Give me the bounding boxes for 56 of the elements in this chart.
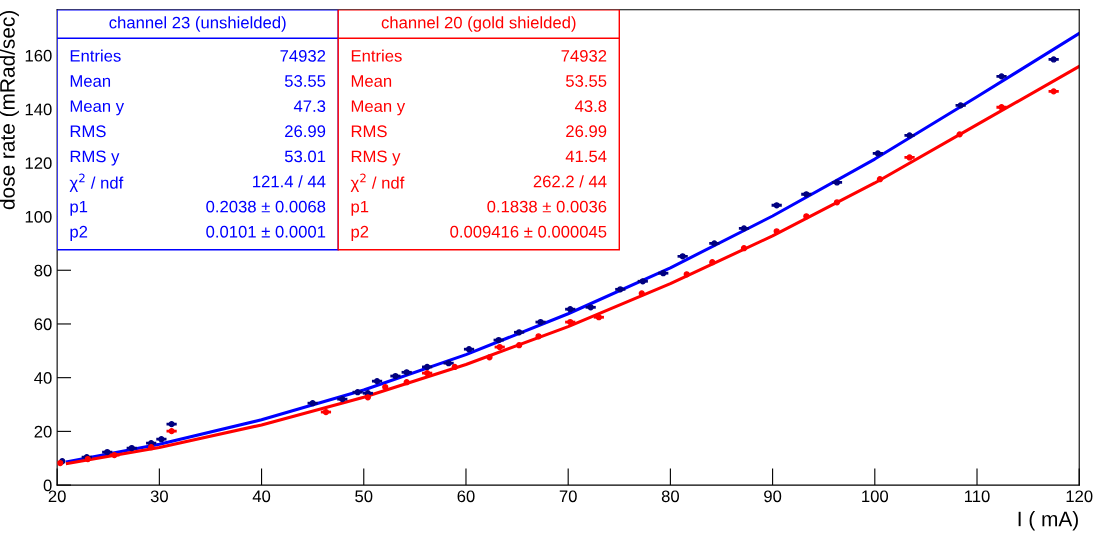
- annotation: 41.54: [565, 150, 607, 163]
- annotation: RMS y: [70, 150, 120, 166]
- y-axis-title: dose rate (mRad/sec): [0, 11, 19, 210]
- y-tick-label: 160: [25, 49, 52, 62]
- x-tick-label: 30: [150, 490, 168, 503]
- y-tick-label: 20: [34, 425, 52, 438]
- annotation: Mean y: [351, 100, 406, 116]
- annotation: 26.99: [285, 125, 326, 138]
- annotation: 0.1838 ± 0.0036: [487, 200, 607, 213]
- annotation: Entries: [70, 49, 121, 62]
- annotation: 53.55: [565, 75, 607, 87]
- x-axis-title: I ( mA): [1018, 511, 1078, 531]
- annotation: channel 20 (gold shielded): [381, 16, 576, 32]
- annotation: p2: [70, 225, 88, 241]
- y-tick-label: 120: [25, 157, 52, 170]
- x-tick-label: 50: [355, 490, 373, 503]
- annotation: Entries: [351, 49, 402, 62]
- y-tick-label: 100: [25, 210, 52, 223]
- annotation: 53.55: [284, 75, 326, 87]
- annotation: χ$^{2}$ / ndf: [69, 173, 124, 193]
- annotation: Mean: [70, 75, 111, 87]
- annotation: p1: [351, 200, 369, 216]
- annotation: 0.0101 ± 0.0001: [206, 225, 326, 238]
- x-tick-label: 90: [764, 490, 782, 503]
- annotation: p2: [351, 225, 369, 241]
- annotation: 53.01: [284, 150, 326, 163]
- x-tick-label: 20: [48, 490, 66, 503]
- annotation: 74932: [561, 49, 607, 62]
- annotation: RMS y: [351, 150, 401, 166]
- annotation: 26.99: [566, 125, 607, 138]
- x-tick-label: 120: [1066, 490, 1093, 503]
- annotation: 74932: [280, 49, 326, 62]
- annotation: channel 23 (unshielded): [109, 16, 286, 32]
- annotation: 0.009416 ± 0.000045: [450, 225, 607, 238]
- x-tick-label: 40: [252, 490, 271, 503]
- annotation: RMS: [351, 125, 387, 138]
- annotation: Mean: [351, 75, 392, 87]
- annotation: p1: [70, 200, 88, 216]
- y-tick-label: 0: [43, 479, 52, 492]
- annotation: 47.3: [293, 100, 326, 113]
- y-tick-label: 80: [34, 264, 52, 277]
- annotation: 43.8: [574, 100, 607, 113]
- x-tick-label: 100: [862, 490, 889, 503]
- annotation: 262.2 / 44: [533, 175, 607, 188]
- x-tick-label: 80: [661, 490, 680, 503]
- annotation: Mean y: [70, 100, 125, 116]
- annotation: RMS: [70, 125, 106, 138]
- annotation: 0.2038 ± 0.0068: [206, 200, 326, 213]
- annotation: χ$^{2}$ / ndf: [350, 173, 405, 193]
- annotation: 121.4 / 44: [253, 175, 326, 188]
- y-tick-label: 60: [34, 318, 52, 331]
- y-tick-label: 140: [25, 103, 52, 116]
- x-tick-label: 70: [559, 490, 577, 503]
- y-tick-label: 40: [34, 372, 52, 384]
- x-tick-label: 110: [964, 490, 990, 503]
- x-tick-label: 60: [457, 490, 475, 503]
